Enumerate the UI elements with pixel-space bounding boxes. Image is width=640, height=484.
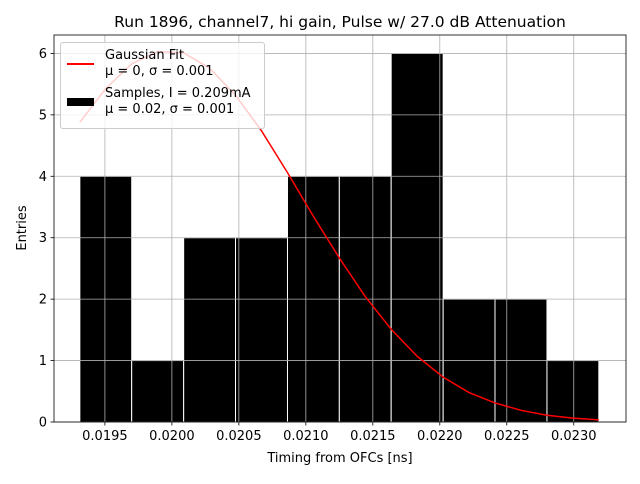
legend-label: Gaussian Fit μ = 0, σ = 0.001 bbox=[105, 48, 214, 79]
y-tick-label: 4 bbox=[39, 170, 47, 185]
bar bbox=[183, 237, 237, 423]
x-tick-label: 0.0220 bbox=[417, 429, 463, 444]
legend-entry: Samples, I = 0.209mA μ = 0.02, σ = 0.001 bbox=[61, 86, 264, 118]
x-tick-label: 0.0225 bbox=[484, 429, 530, 444]
legend-entry: Gaussian Fit μ = 0, σ = 0.001 bbox=[61, 48, 264, 80]
bar bbox=[546, 360, 600, 423]
axes: 0.0195 0.0200 0.0205 0.0210 0.0215 0.0220 0.02… bbox=[39, 34, 627, 444]
y-tick-label: 0 bbox=[39, 416, 47, 431]
x-axis-label: Timing from OFCs [ns] bbox=[266, 451, 412, 466]
x-tick-label: 0.0215 bbox=[350, 429, 396, 444]
y-tick-label: 5 bbox=[39, 108, 47, 123]
legend-handle bbox=[67, 63, 94, 65]
y-axis-label: Entries bbox=[15, 205, 30, 251]
x-tick-label: 0.0210 bbox=[283, 429, 329, 444]
y-tick-label: 6 bbox=[39, 47, 47, 62]
x-tick-label: 0.0230 bbox=[551, 429, 597, 444]
y-tick-label: 2 bbox=[39, 293, 47, 308]
x-tick-label: 0.0205 bbox=[216, 429, 262, 444]
legend: Gaussian Fit μ = 0, σ = 0.001 Samples, I … bbox=[60, 42, 265, 129]
x-tick-label: 0.0200 bbox=[149, 429, 195, 444]
x-tick-label: 0.0195 bbox=[82, 429, 128, 444]
y-tick-label: 1 bbox=[39, 354, 47, 369]
y-tick-label: 3 bbox=[39, 231, 47, 246]
bar bbox=[235, 237, 288, 423]
chart-title: Run 1896, channel7, hi gain, Pulse w/ 27… bbox=[114, 13, 566, 31]
bar bbox=[131, 360, 185, 423]
plot-frame bbox=[53, 34, 627, 423]
legend-handle bbox=[67, 98, 94, 106]
legend-label: Samples, I = 0.209mA μ = 0.02, σ = 0.001 bbox=[105, 86, 251, 117]
